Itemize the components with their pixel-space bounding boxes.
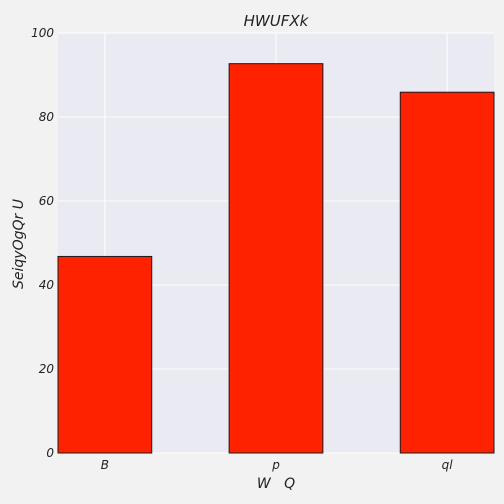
x-axis-label: W Q (257, 476, 295, 492)
x-tick-label: B (101, 458, 109, 472)
y-tick-label: 0 (46, 446, 54, 460)
y-tick-label: 80 (39, 110, 55, 124)
x-tick-label: ql (442, 458, 454, 472)
y-tick-labels: 0 20 40 60 80 100 (31, 26, 54, 460)
y-tick-label: 40 (39, 278, 55, 292)
bar-p (228, 63, 324, 454)
x-tick-label: p (271, 458, 280, 472)
bar-B (57, 255, 153, 454)
chart-title: HWUFXk (244, 12, 310, 30)
y-tick-label: 20 (39, 362, 55, 376)
y-tick-label: 100 (31, 26, 54, 40)
y-tick-label: 60 (39, 194, 55, 208)
bar-ql (399, 91, 495, 454)
bars (57, 63, 495, 454)
y-axis-label: SeiqyOgQr U (11, 199, 27, 289)
